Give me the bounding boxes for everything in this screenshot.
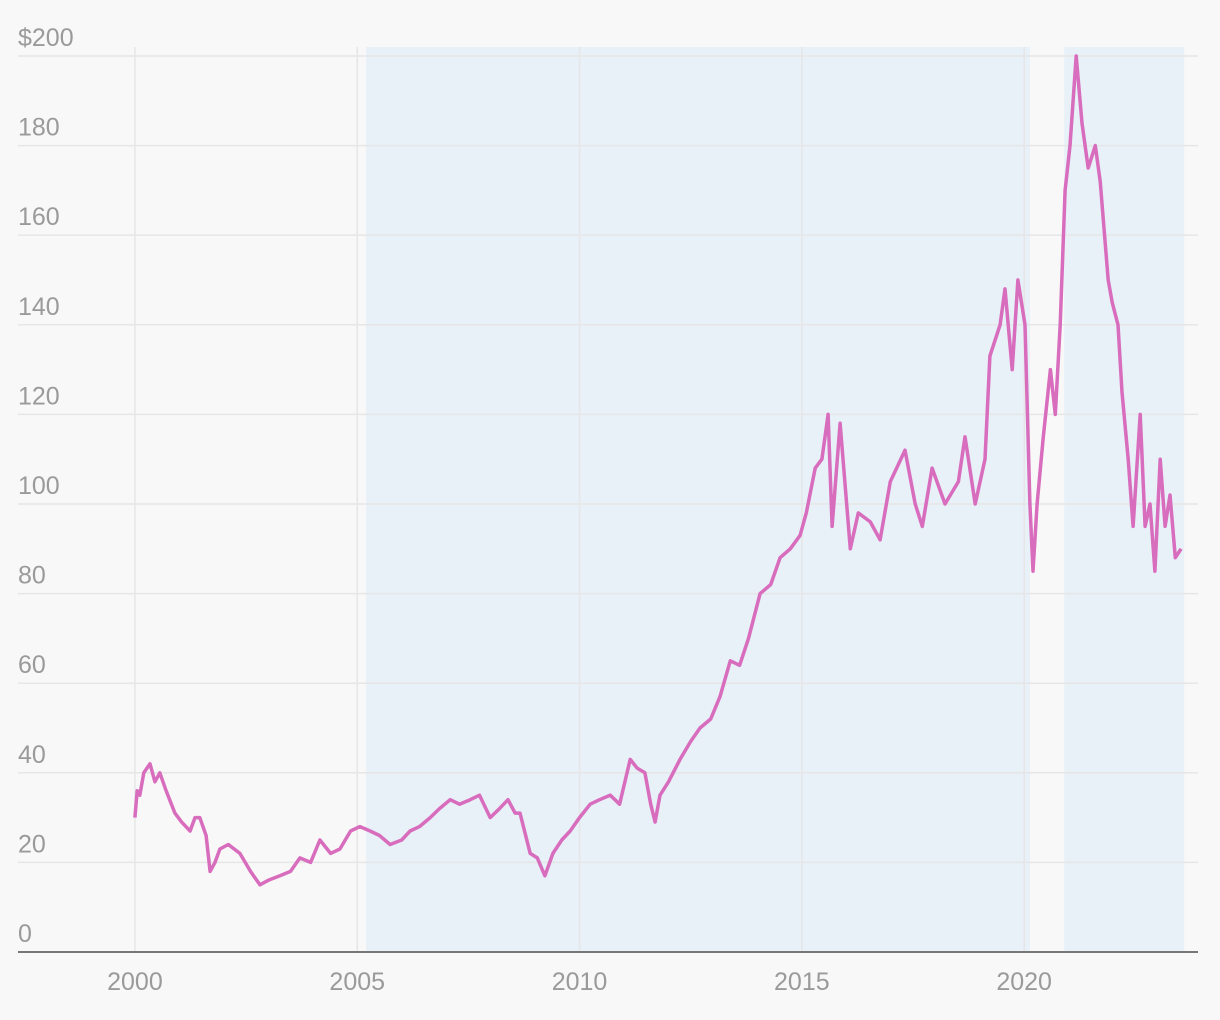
y-tick-label: 60 xyxy=(18,651,46,679)
y-tick-label: 20 xyxy=(18,830,46,858)
y-tick-label: 160 xyxy=(18,203,60,231)
x-tick-label: 2015 xyxy=(774,968,830,996)
y-tick-label: 120 xyxy=(18,382,60,410)
x-tick-label: 2010 xyxy=(552,968,608,996)
y-tick-label: 0 xyxy=(18,920,32,948)
y-tick-label: 180 xyxy=(18,114,60,142)
y-tick-label: 80 xyxy=(18,562,46,590)
price-line xyxy=(133,54,1183,887)
shaded-range xyxy=(1064,47,1185,952)
y-tick-label: 100 xyxy=(18,472,60,500)
shaded-range xyxy=(366,47,1030,952)
x-tick-label: 2020 xyxy=(996,968,1052,996)
y-tick-label: $200 xyxy=(18,24,74,52)
x-tick-label: 2000 xyxy=(107,968,163,996)
y-tick-label: 140 xyxy=(18,293,60,321)
x-tick-label: 2005 xyxy=(329,968,385,996)
y-tick-label: 40 xyxy=(18,741,46,769)
